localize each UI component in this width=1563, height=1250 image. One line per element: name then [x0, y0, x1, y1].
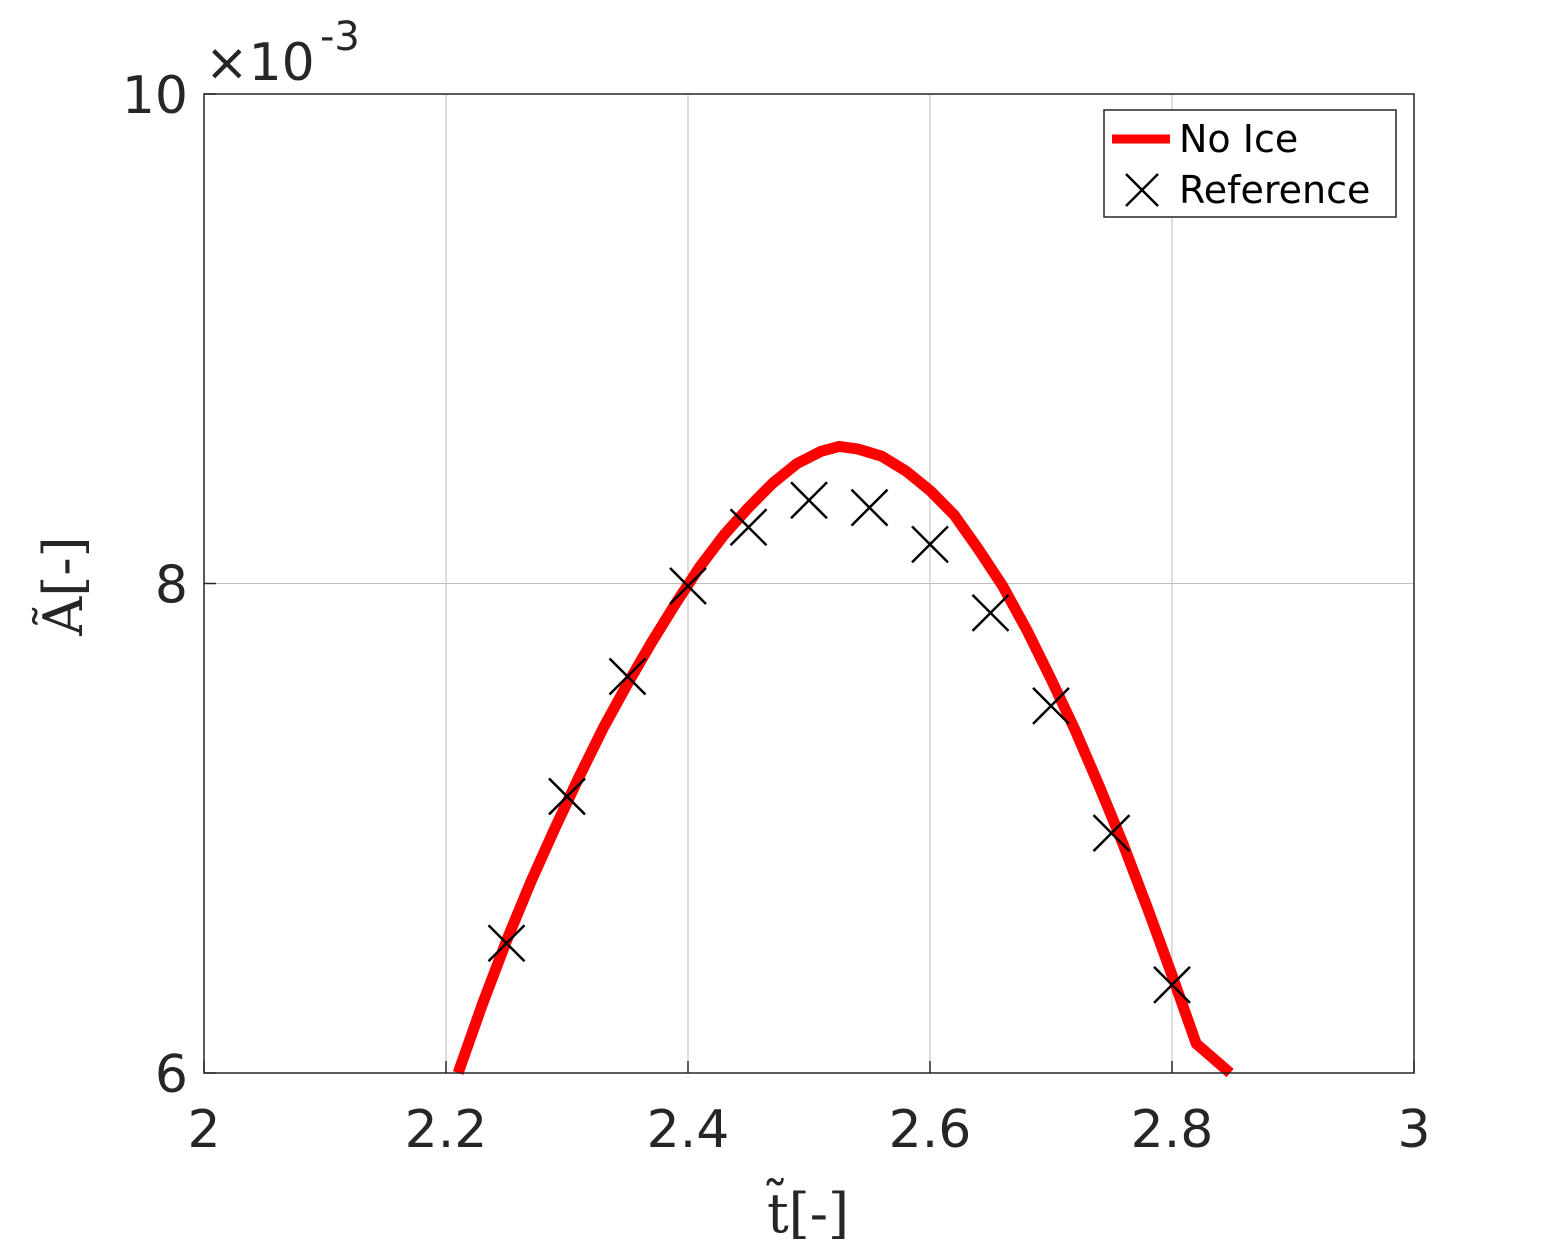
reference-point [487, 924, 526, 963]
x-tick-label: 2.2 [405, 1100, 488, 1160]
legend-no-ice-label: No Ice [1179, 117, 1298, 161]
reference-point [669, 567, 707, 605]
reference-point [790, 481, 828, 520]
reference-point [1032, 686, 1070, 725]
reference-point [1092, 814, 1131, 853]
y-exponent-power: -3 [320, 14, 360, 60]
y-tick-label: 6 [155, 1045, 188, 1105]
reference-point [729, 508, 768, 547]
legend-box [1103, 109, 1397, 218]
reference-point [1153, 966, 1191, 1004]
y-tick-label: 10 [122, 66, 188, 126]
reference-point [971, 593, 1010, 632]
x-tick-label: 3 [1397, 1100, 1430, 1160]
x-tick-label: 2.6 [889, 1100, 972, 1160]
reference-point [608, 657, 647, 696]
grid [203, 93, 1415, 1074]
series-no-ice-line [452, 440, 1234, 1078]
reference-point [548, 777, 586, 816]
y-tick-label: 8 [155, 556, 188, 616]
axis-ticks: 2 2.2 2.4 2.6 2.8 3 6 8 10 [122, 66, 1431, 1160]
x-tick-label: 2.4 [647, 1100, 730, 1160]
y-axis-label: Ã[-] [31, 536, 95, 636]
reference-point [850, 488, 889, 527]
x-tick-label: 2.8 [1131, 1100, 1214, 1160]
legend-reference-marker [1125, 173, 1159, 207]
y-exponent-base: ×10 [205, 33, 315, 93]
reference-point [911, 525, 949, 564]
x-tick-label: 2 [187, 1100, 220, 1160]
legend: No Ice Reference [1103, 109, 1397, 218]
legend-reference-label: Reference [1179, 168, 1370, 212]
x-axis-label: t̃[-] [766, 1177, 849, 1245]
plot-series [452, 440, 1234, 1078]
